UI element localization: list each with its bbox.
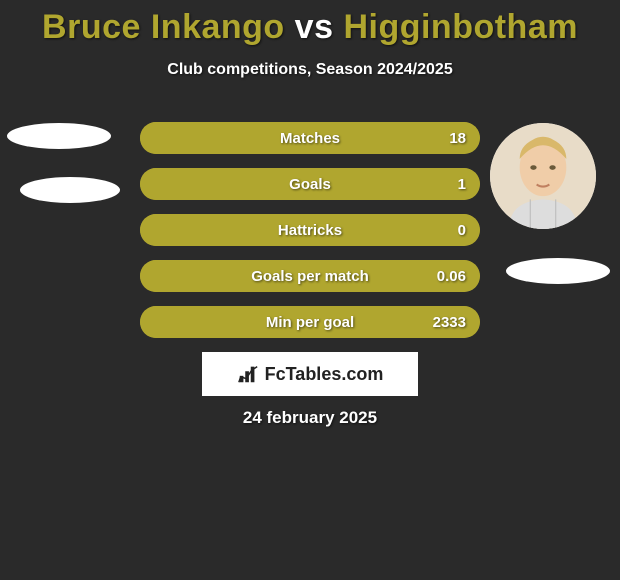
- logo-text: FcTables.com: [265, 364, 384, 385]
- stat-value-right: 0: [410, 222, 480, 239]
- vs-text: vs: [295, 8, 334, 46]
- player2-avatar-placeholder: [506, 258, 610, 284]
- player2-name: Higginbotham: [343, 8, 578, 46]
- date-text: 24 february 2025: [0, 408, 620, 428]
- player2-avatar: [490, 123, 596, 229]
- comparison-title: Bruce Inkango vs Higginbotham: [0, 0, 620, 47]
- stat-row-gpm: Goals per match 0.06: [140, 260, 480, 292]
- stats-container: Matches 18 Goals 1 Hattricks 0 Goals per…: [140, 122, 480, 352]
- stat-label: Min per goal: [210, 314, 410, 331]
- stat-label: Hattricks: [210, 222, 410, 239]
- stat-value-right: 1: [410, 176, 480, 193]
- stat-label: Goals: [210, 176, 410, 193]
- stat-row-goals: Goals 1: [140, 168, 480, 200]
- stat-row-mpg: Min per goal 2333: [140, 306, 480, 338]
- fctables-logo[interactable]: FcTables.com: [202, 352, 418, 396]
- stat-value-right: 2333: [410, 314, 480, 331]
- subtitle: Club competitions, Season 2024/2025: [0, 61, 620, 79]
- stat-row-hattricks: Hattricks 0: [140, 214, 480, 246]
- player1-name: Bruce Inkango: [42, 8, 285, 46]
- avatar-icon: [490, 123, 596, 229]
- stat-row-matches: Matches 18: [140, 122, 480, 154]
- player1-avatar-placeholder-2: [20, 177, 120, 203]
- player1-avatar-placeholder-1: [7, 123, 111, 149]
- stat-value-right: 18: [410, 130, 480, 147]
- bar-chart-icon: [237, 363, 259, 385]
- stat-value-right: 0.06: [410, 268, 480, 285]
- stat-label: Matches: [210, 130, 410, 147]
- stat-label: Goals per match: [210, 268, 410, 285]
